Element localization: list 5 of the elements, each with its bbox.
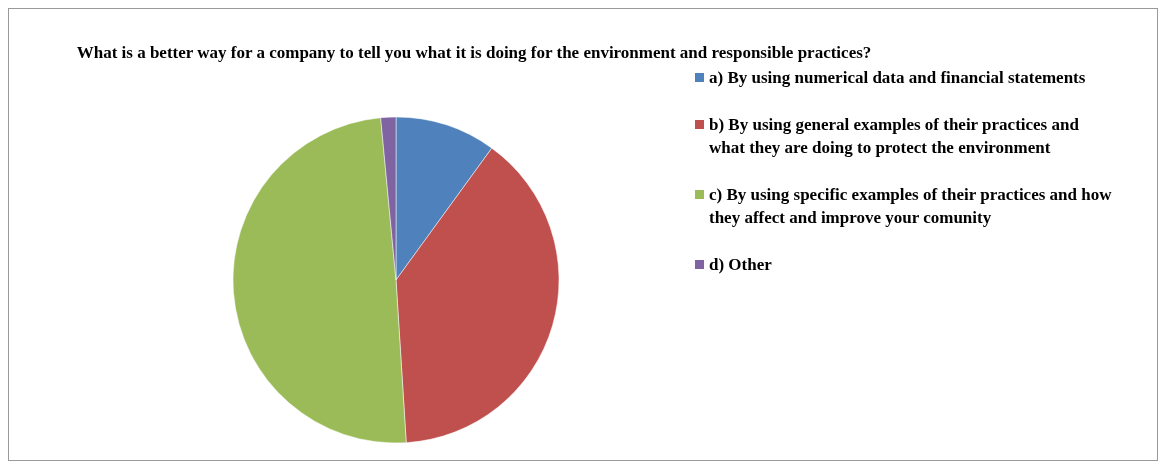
legend-label: b) By using general examples of their practices and what they are doing to protect the environment xyxy=(709,115,1080,157)
chart-title: What is a better way for a company to tell you what it is doing for the environment and responsible practices? xyxy=(76,43,872,62)
legend-label: d) Other xyxy=(709,255,773,274)
legend-label: c) By using specific examples of their practices and how they affect and improve your comunity xyxy=(709,185,1113,227)
legend-label: a) By using numerical data and financial statements xyxy=(709,68,1086,87)
